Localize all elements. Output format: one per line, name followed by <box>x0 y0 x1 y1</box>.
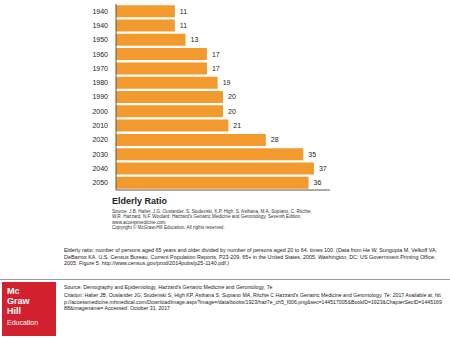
html-text:Source: J.B. Halter, J.G. Ousl: Source: J.B. Halter, J.G. Ouslander, S. … <box>112 209 312 225</box>
svg-text:1940: 1940 <box>92 22 108 29</box>
html-text:Graw: Graw <box>7 296 30 306</box>
svg-text:36: 36 <box>314 179 322 186</box>
svg-text:2000: 2000 <box>92 108 108 115</box>
svg-text:1990: 1990 <box>92 93 108 100</box>
svg-text:1960: 1960 <box>92 51 108 58</box>
svg-text:20: 20 <box>228 93 236 100</box>
svg-text:1980: 1980 <box>92 79 108 86</box>
svg-text:17: 17 <box>212 51 220 58</box>
svg-text:28: 28 <box>271 136 279 143</box>
svg-text:21: 21 <box>233 122 241 129</box>
svg-text:2040: 2040 <box>92 165 108 172</box>
svg-text:2050: 2050 <box>92 179 108 186</box>
svg-text:2020: 2020 <box>92 136 108 143</box>
html-text:Education: Education <box>7 319 39 326</box>
html-text:Citation: Halter JB, Ouslander: Citation: Halter JB, Ouslander JG, Stude… <box>64 292 442 312</box>
html-text:Elderly ratio: number of perso: Elderly ratio: number of persons aged 65… <box>64 247 438 267</box>
svg-text:37: 37 <box>319 165 327 172</box>
html-text:Source: Demography and Epidemi: Source: Demography and Epidemiology, Haz… <box>64 284 273 290</box>
svg-text:13: 13 <box>191 36 199 43</box>
svg-text:1950: 1950 <box>92 36 108 43</box>
svg-text:20: 20 <box>228 108 236 115</box>
svg-text:2030: 2030 <box>92 151 108 158</box>
html-text:Hill: Hill <box>7 306 21 316</box>
svg-text:11: 11 <box>180 22 187 29</box>
svg-text:1970: 1970 <box>92 65 108 72</box>
svg-text:1940: 1940 <box>92 8 108 15</box>
svg-text:17: 17 <box>212 65 220 72</box>
html-text:Copyright © McGraw-Hill Educat: Copyright © McGraw-Hill Education. All r… <box>112 225 225 231</box>
svg-text:11: 11 <box>180 8 187 15</box>
html-text:Elderly Ratio: Elderly Ratio <box>112 196 167 206</box>
svg-text:19: 19 <box>223 79 231 86</box>
svg-text:2010: 2010 <box>92 122 108 129</box>
html-text:Mc: Mc <box>7 286 20 296</box>
svg-text:35: 35 <box>308 151 316 158</box>
